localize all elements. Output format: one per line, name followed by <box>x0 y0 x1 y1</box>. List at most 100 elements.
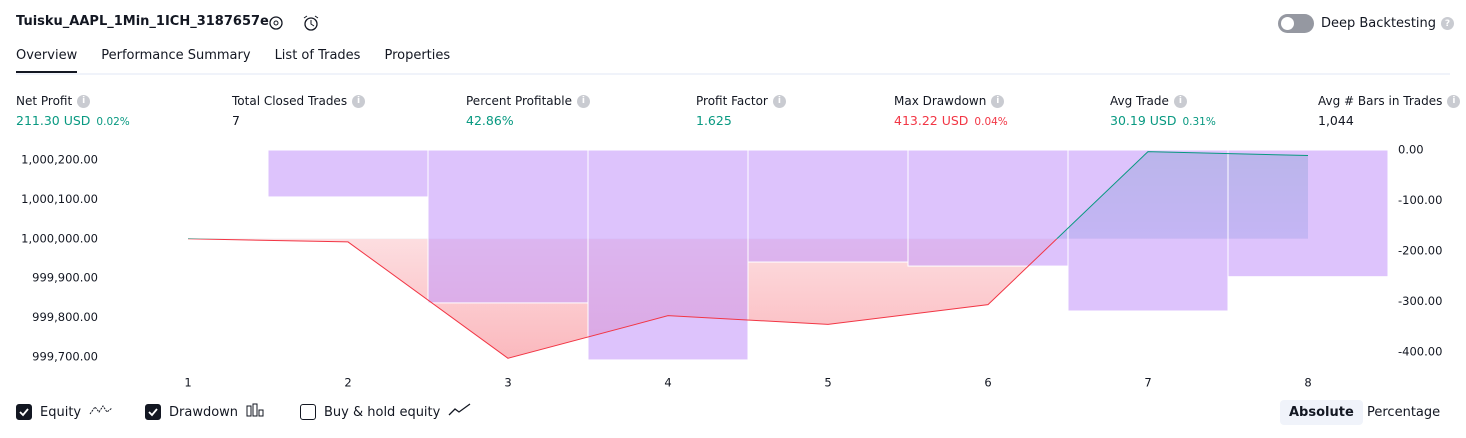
x-tick-label: 1 <box>184 376 191 390</box>
y-tick-label: 999,900.00 <box>32 271 98 285</box>
metric-value-text: 1,044 <box>1318 113 1354 128</box>
y2-tick-label: -100.00 <box>1398 193 1442 207</box>
drawdown-bar <box>267 149 429 198</box>
metric-value-text: 211.30 USD <box>16 113 91 128</box>
mode-button[interactable]: Absolute <box>1280 400 1363 425</box>
metric-label-text: Profit Factor <box>696 94 768 108</box>
tab[interactable]: Properties <box>384 48 451 63</box>
metric-value-text: 413.22 USD <box>894 113 969 128</box>
y2-tick-label: -300.00 <box>1398 294 1442 308</box>
drawdown-bar <box>427 149 589 304</box>
metric: Percent Profitable i 42.86% <box>466 94 590 128</box>
metric-value-text: 42.86% <box>466 113 514 128</box>
x-tick-label: 6 <box>984 376 991 390</box>
metric: Avg # Bars in Trades i 1,044 <box>1318 94 1461 128</box>
info-icon[interactable]: i <box>1447 94 1461 108</box>
checkbox[interactable] <box>300 404 316 420</box>
metric: Profit Factor i 1.625 <box>696 94 786 128</box>
metric-label: Net Profit i <box>16 94 130 108</box>
metric-label-text: Max Drawdown <box>894 94 987 108</box>
metric-value-text: 30.19 USD <box>1110 113 1177 128</box>
metric-value-text: 7 <box>232 113 240 128</box>
metric-label: Profit Factor i <box>696 94 786 108</box>
drawdown-bar <box>747 149 909 263</box>
metric-value: 1.625 <box>696 113 786 128</box>
metric-label-text: Avg # Bars in Trades <box>1318 94 1443 108</box>
metric: Max Drawdown i 413.22 USD 0.04% <box>894 94 1008 128</box>
metric-label-text: Net Profit <box>16 94 73 108</box>
help-icon[interactable]: ? <box>1441 17 1455 30</box>
x-tick-label: 7 <box>1144 376 1151 390</box>
x-tick-label: 2 <box>344 376 351 390</box>
legend-icon <box>448 403 472 421</box>
metric-label: Percent Profitable i <box>466 94 590 108</box>
metric-label: Avg Trade i <box>1110 94 1216 108</box>
x-tick-label: 8 <box>1304 376 1311 390</box>
legend-label: Buy & hold equity <box>324 404 441 420</box>
checkbox[interactable] <box>16 404 32 420</box>
divider <box>16 73 1450 75</box>
metric-label: Total Closed Trades i <box>232 94 366 108</box>
info-icon[interactable]: i <box>352 94 366 108</box>
metric: Net Profit i 211.30 USD 0.02% <box>16 94 130 128</box>
equity-line-above <box>188 151 1309 239</box>
y2-tick-label: -400.00 <box>1398 344 1442 358</box>
metric-percent: 0.04% <box>974 116 1008 128</box>
y-tick-label: 999,800.00 <box>32 310 98 324</box>
metric-label-text: Total Closed Trades <box>232 94 348 108</box>
drawdown-bar <box>107 149 269 152</box>
tab[interactable]: Performance Summary <box>101 48 251 63</box>
metric-value-text: 1.625 <box>696 113 732 128</box>
deep-backtesting: Deep Backtesting? <box>1321 16 1455 31</box>
info-icon[interactable]: i <box>772 94 786 108</box>
header-icons <box>269 15 319 31</box>
metric: Avg Trade i 30.19 USD 0.31% <box>1110 94 1216 128</box>
y2-tick-label: -200.00 <box>1398 243 1442 257</box>
drawdown-bar <box>587 149 749 361</box>
legend-toggle[interactable]: Drawdown <box>145 403 264 421</box>
drawdown-bar <box>1067 149 1229 312</box>
metric-value: 413.22 USD 0.04% <box>894 113 1008 128</box>
y-tick-label: 1,000,000.00 <box>21 231 98 245</box>
mode-button[interactable]: Percentage <box>1367 405 1441 420</box>
checkbox[interactable] <box>145 404 161 420</box>
x-tick-label: 3 <box>504 376 511 390</box>
y-tick-label: 1,000,100.00 <box>21 192 98 206</box>
legend-toggle[interactable]: Equity <box>16 403 113 421</box>
metric-label: Max Drawdown i <box>894 94 1008 108</box>
legend-toggle[interactable]: Buy & hold equity <box>300 403 472 421</box>
info-icon[interactable]: i <box>1173 94 1187 108</box>
drawdown-bar <box>907 149 1069 267</box>
tab[interactable]: List of Trades <box>274 48 361 63</box>
metric-value: 7 <box>232 113 365 128</box>
metric-percent: 0.31% <box>1182 116 1216 128</box>
metric-percent: 0.02% <box>96 116 130 128</box>
drawdown-bar <box>1227 149 1389 278</box>
tabs: Overview Performance Summary List of Trade… <box>16 48 450 74</box>
deep-backtesting-toggle[interactable] <box>1278 14 1314 33</box>
metric-value: 211.30 USD 0.02% <box>16 113 130 128</box>
tab[interactable]: Overview <box>16 48 78 74</box>
info-icon[interactable]: i <box>991 94 1005 108</box>
x-tick-label: 4 <box>664 376 671 390</box>
chart: 1,000,200.00 1,000,100.00 1,000,000.00 999,… <box>21 143 1442 390</box>
legend-icon <box>89 403 113 421</box>
metric-label-text: Avg Trade <box>1110 94 1169 108</box>
x-tick-label: 5 <box>824 376 831 390</box>
info-icon[interactable]: i <box>576 94 590 108</box>
equity-line-below <box>187 238 1058 359</box>
metric-label: Avg # Bars in Trades i <box>1318 94 1461 108</box>
metric: Total Closed Trades i 7 <box>232 94 366 128</box>
info-icon[interactable]: i <box>77 94 91 108</box>
y2-tick-label: 0.00 <box>1398 143 1424 157</box>
y-tick-label: 1,000,200.00 <box>21 152 98 166</box>
legend-label: Drawdown <box>169 404 239 420</box>
legend-icon <box>246 403 264 421</box>
metric-value: 1,044 <box>1318 113 1460 128</box>
metric-value: 30.19 USD 0.31% <box>1110 113 1216 128</box>
deep-backtesting-label: Deep Backtesting <box>1321 16 1437 31</box>
metric-label-text: Percent Profitable <box>466 94 572 108</box>
strategy-title: Tuisku_AAPL_1Min_1ICH_3187657e <box>16 14 269 29</box>
y-tick-label: 999,700.00 <box>32 350 98 364</box>
